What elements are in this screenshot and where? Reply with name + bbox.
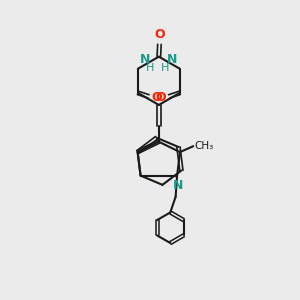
Text: N: N (140, 53, 151, 66)
Text: H: H (146, 63, 154, 73)
Text: N: N (173, 179, 184, 192)
Text: O: O (156, 92, 166, 104)
Text: O: O (152, 92, 162, 104)
Text: H: H (161, 63, 169, 73)
Text: CH₃: CH₃ (195, 141, 214, 151)
Text: N: N (167, 53, 177, 66)
Text: O: O (154, 28, 165, 41)
